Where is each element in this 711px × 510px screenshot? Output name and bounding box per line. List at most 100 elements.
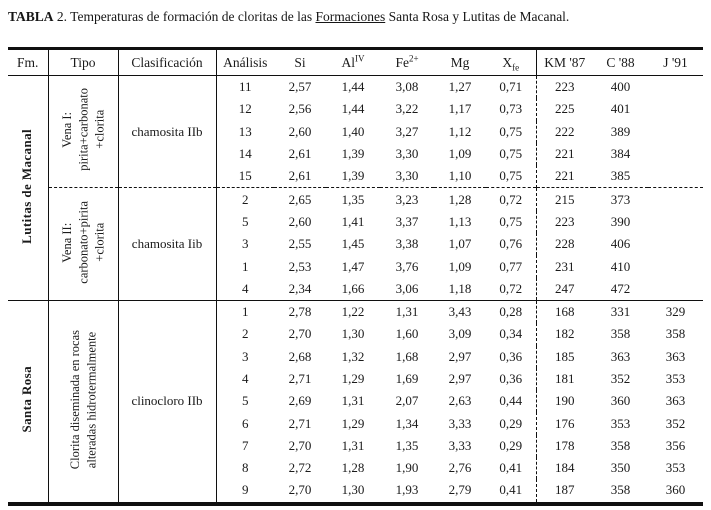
table-cell: 2,97 (448, 348, 472, 364)
table-cell: 3,06 (395, 280, 419, 296)
table-cell: 0,72 (499, 280, 523, 296)
table-cell: 1,41 (341, 213, 365, 229)
table-cell (648, 233, 703, 255)
table-cell: 2,69 (288, 393, 312, 409)
table-cell: 4 (242, 280, 249, 296)
table-row: 7 2,70 1,31 1,35 3,33 0,29 178 358 356 (8, 434, 703, 458)
table-cell: 168 (535, 299, 593, 324)
table-cell: 2,60 (288, 123, 312, 139)
table-cell: 3,43 (434, 299, 486, 324)
column-header-mg: Mg (434, 48, 486, 76)
formation-label-text: Santa Rosa (19, 366, 35, 433)
table-cell: 3,27 (395, 123, 419, 139)
column-header-xfe: Xfe (486, 48, 536, 76)
table-cell: 1 (216, 299, 274, 324)
table-cell: 3,30 (395, 146, 419, 162)
table-row: 13 2,60 1,40 3,27 1,12 0,75 222 389 (8, 120, 703, 143)
tipo-label-text: Clorita diseminada en rocas alteradas hid… (67, 329, 98, 469)
table-cell: 223 (535, 210, 593, 234)
column-header-al-base: Al (341, 54, 356, 70)
table-cell: 182 (535, 323, 593, 346)
table-cell: 1,18 (448, 280, 472, 296)
table-cell: 12 (238, 101, 252, 117)
table-cell: 352 (610, 371, 631, 386)
column-header-c88: C '88 (593, 48, 648, 76)
table-cell: 0,72 (486, 187, 536, 211)
table-cell: 0,34 (499, 326, 523, 342)
table-cell: 385 (610, 168, 631, 184)
column-header-fe-2plus: Fe2+ (380, 48, 434, 76)
table-cell: 228 (535, 233, 593, 256)
table-cell: 1,22 (326, 299, 380, 324)
table-cell: 1,31 (341, 393, 365, 409)
table-cell: 1 (242, 258, 249, 274)
table-cell: 1,10 (448, 168, 472, 184)
table-cell: 185 (535, 345, 593, 368)
table-cell: 176 (535, 412, 593, 435)
table-cell: 190 (535, 390, 593, 413)
table-cell: 1,09 (448, 258, 472, 274)
table-cell: 1,93 (395, 482, 419, 498)
table-cell: 0,76 (499, 236, 523, 252)
formation-label: Lutitas de Macanal (8, 75, 49, 301)
table-cell: 3 (242, 236, 249, 252)
table-cell: 1,28 (341, 460, 365, 476)
table-cell: 1,39 (341, 168, 365, 184)
table-cell: 1,30 (341, 482, 365, 498)
table-cell: 401 (610, 101, 631, 117)
table-cell: 3,09 (448, 326, 472, 342)
table-cell: 1,12 (448, 123, 472, 139)
formation-label-text: Lutitas de Macanal (19, 128, 35, 244)
table-cell: 329 (648, 299, 703, 324)
table-cell: 221 (535, 142, 593, 166)
table-cell: 2,61 (288, 146, 312, 162)
table-cell: 363 (665, 393, 686, 409)
table-cell: 181 (535, 367, 593, 391)
table-cell: 360 (665, 482, 686, 498)
table-cell (648, 98, 703, 120)
table-cell: 1,29 (341, 415, 365, 431)
table-row: 14 2,61 1,39 3,30 1,09 0,75 221 384 (8, 142, 703, 166)
table-cell: 1,35 (326, 187, 380, 211)
table-cell: 7 (242, 437, 249, 453)
table-cell: 1,09 (448, 146, 472, 162)
column-header-x-base: X (502, 54, 513, 70)
table-cell: 1,47 (341, 258, 365, 274)
table-cell: 0,44 (499, 393, 523, 409)
table-row: 1 2,53 1,47 3,76 1,09 0,77 231 410 (8, 255, 703, 278)
column-header-km87: KM '87 (535, 48, 593, 76)
table-cell: 363 (665, 348, 686, 364)
caption-text-2: Santa Rosa y Lutitas de Macanal. (385, 9, 570, 24)
table-cell: 0,75 (499, 168, 523, 184)
table-cell: 384 (610, 146, 631, 162)
table-cell: 2,53 (288, 258, 312, 274)
table-row: 6 2,71 1,29 1,34 3,33 0,29 176 353 352 (8, 412, 703, 435)
table-cell: 1,32 (341, 348, 365, 364)
table-cell: 1,45 (341, 236, 365, 252)
table-cell: 1,30 (341, 326, 365, 342)
table-cell (648, 165, 703, 188)
table-cell: 1,07 (448, 236, 472, 252)
table-cell: 0,71 (499, 79, 523, 95)
table-row: 15 2,61 1,39 3,30 1,10 0,75 221 385 (8, 165, 703, 188)
table-cell: 247 (535, 277, 593, 301)
table-cell: 2,79 (448, 482, 472, 498)
table-cell: 215 (535, 187, 593, 211)
table-cell: 8 (242, 460, 249, 476)
table-cell: 472 (610, 280, 631, 296)
caption-underlined-word: Formaciones (315, 9, 386, 24)
column-header-tipo: Tipo (48, 48, 119, 76)
table-cell: 400 (610, 79, 631, 95)
table-cell: 2 (216, 187, 274, 211)
table-cell: 350 (610, 460, 631, 476)
table-cell: 1,27 (448, 79, 472, 95)
table-cell: 353 (665, 371, 686, 386)
table-cell: 2,68 (288, 348, 312, 364)
table-cell: 3,76 (395, 258, 419, 274)
table-cell: 178 (535, 434, 593, 458)
table-cell: 0,41 (499, 460, 523, 476)
table-cell: 2,78 (274, 299, 326, 324)
table-body: Lutitas de Macanal Vena I: pirita+carbonat… (8, 75, 703, 504)
table-cell: 0,29 (499, 415, 523, 431)
table-cell (648, 121, 703, 143)
